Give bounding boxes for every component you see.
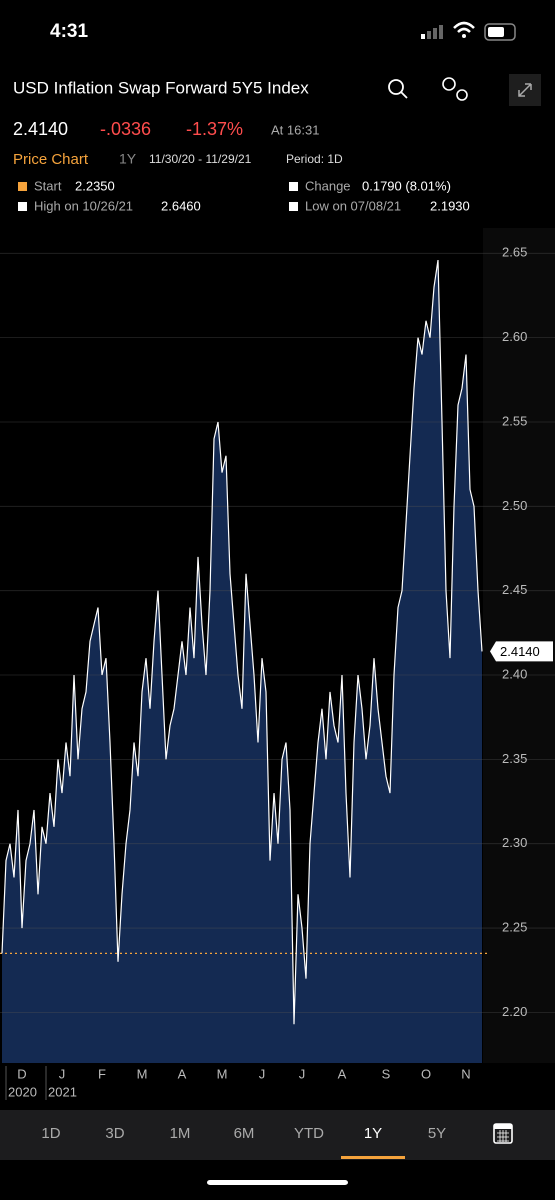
- year-label: 2021: [48, 1084, 77, 1099]
- home-indicator: [207, 1180, 348, 1185]
- search-icon[interactable]: [388, 79, 408, 99]
- y-tick-label: 2.45: [502, 582, 527, 597]
- high-swatch: [18, 202, 27, 211]
- index-title: USD Inflation Swap Forward 5Y5 Index: [13, 78, 309, 97]
- y-tick-label: 2.40: [502, 666, 527, 681]
- price-chart-label: Price Chart: [13, 151, 89, 168]
- tab[interactable]: 6M: [234, 1125, 255, 1142]
- change-label: Change: [305, 178, 351, 193]
- x-tick-label: A: [338, 1066, 347, 1081]
- x-tick-label: O: [421, 1066, 431, 1081]
- low-label: Low on 07/08/21: [305, 198, 401, 213]
- y-tick-label: 2.50: [502, 498, 527, 513]
- settings-icon[interactable]: [442, 77, 468, 101]
- tab[interactable]: 1D: [41, 1125, 60, 1142]
- high-value: 2.6460: [161, 198, 201, 213]
- start-swatch: [18, 182, 27, 191]
- minimize-button[interactable]: [509, 74, 541, 106]
- change-value: 0.1790 (8.01%): [362, 178, 451, 193]
- price-time: At 16:31: [271, 122, 319, 137]
- calendar-icon[interactable]: [493, 1123, 513, 1144]
- x-tick-label: M: [137, 1066, 148, 1081]
- start-value: 2.2350: [75, 178, 115, 193]
- tab[interactable]: YTD: [294, 1125, 324, 1142]
- x-tick-label: A: [178, 1066, 187, 1081]
- y-tick-label: 2.25: [502, 919, 527, 934]
- tab[interactable]: 1Y: [364, 1125, 382, 1142]
- x-tick-label: S: [382, 1066, 391, 1081]
- tab[interactable]: 5Y: [428, 1125, 446, 1142]
- x-tick-label: M: [217, 1066, 228, 1081]
- tab[interactable]: 3D: [105, 1125, 124, 1142]
- y-tick-label: 2.55: [502, 413, 527, 428]
- area-fill: [2, 260, 482, 1063]
- tab-selected-underline: [341, 1156, 405, 1159]
- last-price-flag: [490, 641, 553, 662]
- x-tick-label: J: [259, 1066, 266, 1081]
- x-tick-label: F: [98, 1066, 106, 1081]
- y-tick-label: 2.60: [502, 329, 527, 344]
- pct-change: -1.37%: [186, 119, 243, 139]
- last-price: 2.4140: [13, 119, 68, 139]
- year-label: 2020: [8, 1084, 37, 1099]
- low-value: 2.1930: [430, 198, 470, 213]
- x-tick-label: N: [461, 1066, 470, 1081]
- price-line: [1, 259, 483, 1025]
- high-label: High on 10/26/21: [34, 198, 133, 213]
- y-tick-label: 2.20: [502, 1004, 527, 1019]
- tab[interactable]: 1M: [170, 1125, 191, 1142]
- net-change: -.0336: [100, 119, 151, 139]
- x-tick-label: D: [17, 1066, 26, 1081]
- y-tick-label: 2.30: [502, 835, 527, 850]
- last-price-label: 2.4140: [500, 644, 540, 659]
- period: Period: 1D: [286, 152, 343, 166]
- change-swatch: [289, 182, 298, 191]
- date-range: 11/30/20 - 11/29/21: [149, 152, 252, 166]
- low-swatch: [289, 202, 298, 211]
- x-tick-label: J: [299, 1066, 306, 1081]
- y-tick-label: 2.35: [502, 751, 527, 766]
- plot: 2.20 2.25 2.30 2.35 2.40 2.45 2.50 2.55 2.60 2.65…: [0, 228, 555, 1100]
- range-label[interactable]: 1Y: [119, 151, 137, 167]
- y-tick-label: 2.65: [502, 245, 527, 260]
- tab-bar: [0, 1110, 555, 1160]
- status-time: 4:31: [50, 21, 88, 42]
- start-label: Start: [34, 178, 62, 193]
- x-tick-label: J: [59, 1066, 66, 1081]
- tabs: 1D 3D 1M 6M YTD 1Y 5Y: [41, 1125, 446, 1159]
- status-icons: [421, 21, 516, 41]
